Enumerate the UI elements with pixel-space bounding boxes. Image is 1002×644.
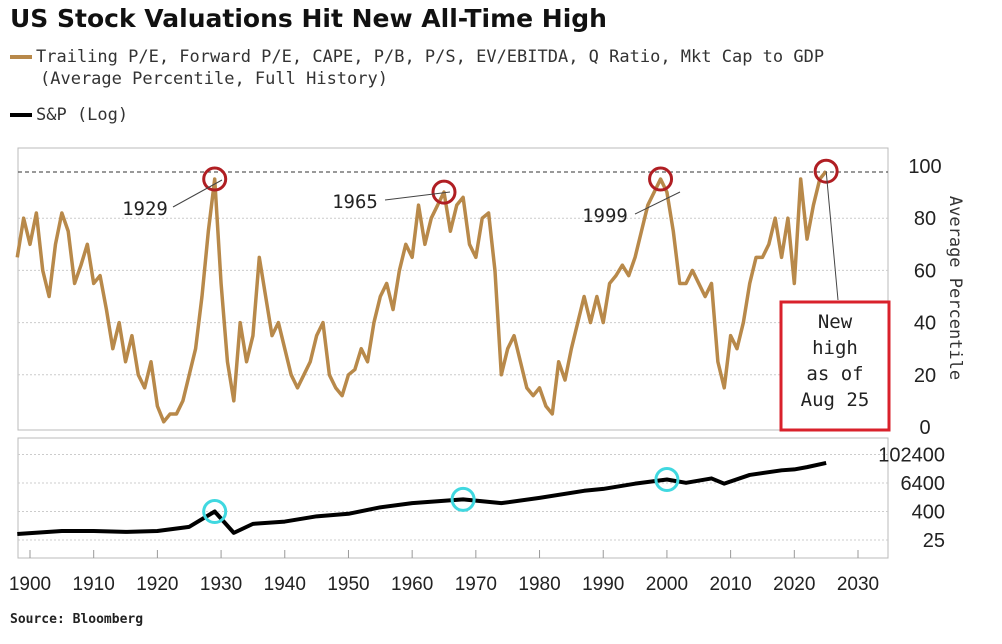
y-tick-label: 40 — [914, 313, 936, 335]
highlight-circle — [202, 499, 228, 524]
x-tick-label: 1990 — [582, 574, 624, 595]
new-high-callout-text: high — [812, 337, 858, 359]
legend-item-sp: S&P (Log) — [10, 104, 128, 126]
highlight-circle — [654, 466, 680, 492]
y-tick-label: 0 — [919, 417, 930, 439]
x-tick-label: 2020 — [773, 574, 815, 595]
y-tick-label: 400 — [912, 502, 945, 524]
new-high-callout-box — [779, 300, 891, 432]
annotation-1929: 1929 — [122, 198, 168, 220]
source-note: Source: Bloomberg — [10, 612, 144, 627]
y-tick-label: 60 — [914, 260, 936, 282]
y-axis-label: Average Percentile — [945, 196, 965, 380]
x-tick-label: 1920 — [136, 574, 178, 595]
highlight-circle — [431, 179, 457, 205]
top-panel-frame — [17, 147, 889, 431]
new-high-callout-text: as of — [806, 363, 863, 385]
annotation-leader — [825, 171, 839, 301]
x-tick-label: 1900 — [9, 574, 51, 595]
x-tick-label: 2010 — [709, 574, 751, 595]
x-tick-label: 1960 — [391, 574, 433, 595]
annotation-leader — [634, 191, 681, 215]
annotation-1999: 1999 — [582, 205, 628, 227]
y-tick-label: 80 — [914, 208, 936, 230]
bottom-panel-frame — [17, 437, 889, 559]
x-tick-label: 2000 — [646, 574, 688, 595]
valuation-percentile-line — [15, 170, 828, 424]
x-tick-label: 1910 — [73, 574, 115, 595]
new-high-callout-text: New — [818, 311, 853, 333]
legend-label-2: (Average Percentile, Full History) — [40, 69, 388, 89]
y-tick-label: 25 — [923, 530, 945, 552]
sp-log-line — [17, 460, 827, 536]
highlight-circle — [202, 166, 228, 192]
x-tick-label: 2030 — [837, 574, 879, 595]
new-high-callout-text: Aug 25 — [801, 389, 870, 411]
legend-swatch — [10, 113, 32, 117]
x-tick-label: 1970 — [455, 574, 497, 595]
annotation-1965: 1965 — [332, 191, 378, 213]
legend-label: Trailing P/E, Forward P/E, CAPE, P/B, P/… — [36, 47, 825, 67]
legend-swatch — [10, 55, 32, 59]
x-tick-label: 1950 — [327, 574, 369, 595]
highlight-circle — [450, 486, 476, 512]
x-tick-label: 1930 — [200, 574, 242, 595]
x-tick-label: 1980 — [518, 574, 560, 595]
y-tick-label: 6400 — [901, 473, 946, 495]
annotation-leader — [384, 191, 451, 201]
y-tick-label: 102400 — [878, 445, 945, 467]
legend-item-valuation: Trailing P/E, Forward P/E, CAPE, P/B, P/… — [10, 46, 824, 90]
legend-label: S&P (Log) — [36, 105, 129, 125]
x-tick-label: 1940 — [264, 574, 306, 595]
highlight-circle — [648, 166, 674, 192]
chart-title: US Stock Valuations Hit New All-Time Hig… — [10, 4, 607, 33]
highlight-circle — [813, 158, 839, 184]
annotation-leader — [172, 179, 223, 208]
y-tick-label: 100 — [908, 156, 941, 178]
y-tick-label: 20 — [914, 365, 936, 387]
